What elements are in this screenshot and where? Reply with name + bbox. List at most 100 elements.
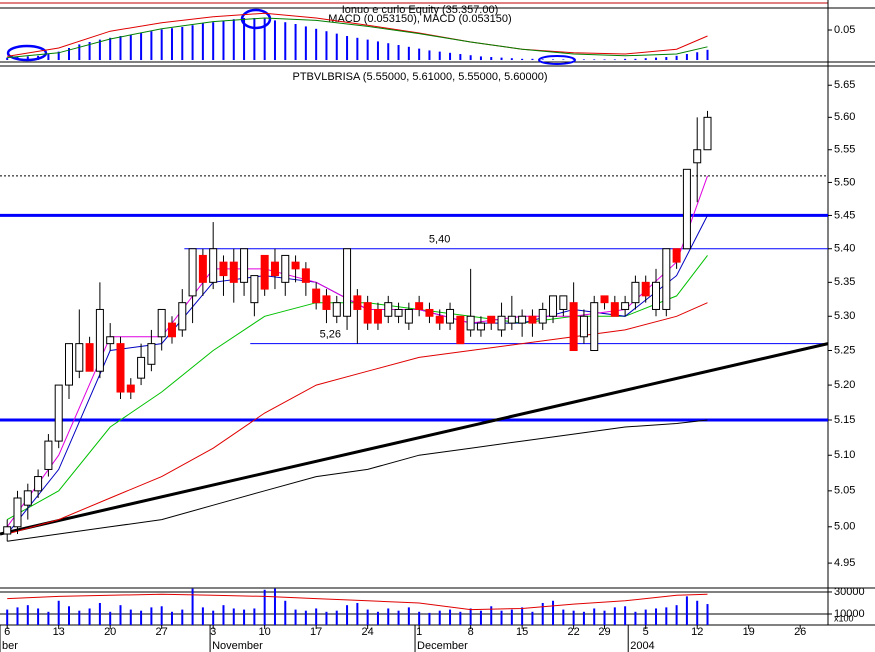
volume-bar — [562, 609, 565, 625]
volume-bar — [191, 588, 194, 625]
histogram-bar — [428, 50, 431, 61]
histogram-bar — [232, 19, 235, 61]
volume-bar — [346, 605, 349, 625]
volume-bar — [665, 607, 668, 625]
histogram-bar — [685, 54, 688, 61]
volume-bar — [655, 608, 658, 625]
candle-body — [528, 315, 537, 324]
volume-bar — [706, 604, 709, 625]
volume-bar — [582, 611, 585, 625]
histogram-bar — [531, 58, 534, 61]
histogram-bar — [696, 52, 699, 61]
histogram-bar — [582, 59, 585, 61]
candle-body — [631, 281, 640, 304]
y-tick-label: 5.10 — [834, 449, 855, 461]
x-tick-label: 29 — [598, 626, 610, 638]
y-tick-label: 5.65 — [834, 79, 855, 91]
x-tick-label: 26 — [794, 626, 806, 638]
candle-body — [188, 248, 197, 297]
candle-body — [23, 490, 32, 506]
volume-bar — [232, 608, 235, 625]
histogram-bar — [191, 25, 194, 61]
candle-body — [415, 302, 424, 310]
volume-bar — [624, 606, 627, 625]
candle-body — [538, 308, 547, 324]
histogram-bar — [510, 58, 513, 61]
x-tick-label: 22 — [568, 626, 580, 638]
histogram-bar — [315, 28, 318, 61]
candle-body — [600, 295, 609, 304]
volume-bar — [675, 605, 678, 625]
histogram-bar — [273, 20, 276, 61]
histogram-bar — [253, 18, 256, 61]
indicator-line — [7, 12, 708, 57]
volume-bar — [68, 606, 70, 625]
candle-body — [590, 302, 599, 352]
candle-body — [579, 315, 588, 338]
histogram-bar — [624, 58, 627, 61]
annotation-ellipse — [240, 8, 272, 30]
y-tick-label: 5.45 — [834, 209, 855, 221]
histogram-bar — [562, 59, 565, 61]
price-title: PTBVLBRISA (5.55000, 5.61000, 5.55000, 5… — [292, 71, 547, 83]
histogram-bar — [160, 29, 163, 61]
volume-bar — [201, 607, 204, 625]
volume-bar — [603, 610, 606, 625]
histogram-bar — [469, 55, 472, 61]
volume-bar — [459, 611, 462, 625]
x-tick-label: 3 — [210, 626, 216, 638]
trendline — [0, 342, 829, 536]
volume-bar — [356, 602, 359, 625]
histogram-bar — [603, 59, 606, 61]
x-tick-label: 27 — [156, 626, 168, 638]
histogram-bar — [675, 55, 678, 61]
histogram-bar — [140, 33, 143, 61]
histogram-bar — [150, 31, 153, 61]
volume-bar — [150, 607, 153, 625]
histogram-bar — [109, 37, 112, 61]
candle-body — [641, 281, 650, 297]
histogram-bar — [397, 45, 400, 61]
indicator-line — [7, 302, 708, 535]
x-tick-label: 10 — [259, 626, 271, 638]
candle-body — [569, 302, 578, 352]
histogram-bar — [407, 46, 410, 61]
candle-body — [466, 315, 475, 331]
volume-bar — [57, 600, 60, 625]
y-tick-label: 30000 — [834, 586, 865, 598]
volume-bar — [541, 602, 544, 625]
candle-body — [425, 308, 434, 317]
histogram-bar — [613, 59, 616, 61]
candle-body — [178, 302, 187, 331]
volume-bar — [376, 611, 379, 625]
volume-bar — [6, 609, 9, 625]
x-tick-label: 15 — [516, 626, 528, 638]
volume-bar — [521, 607, 524, 625]
candle-body — [219, 261, 228, 277]
x-tick-label: 20 — [104, 626, 116, 638]
volume-bar — [109, 611, 112, 625]
candle-body — [85, 343, 94, 372]
candle-body — [456, 315, 465, 345]
histogram-bar — [201, 23, 204, 61]
histogram-bar — [304, 26, 307, 61]
volume-bar — [593, 608, 596, 625]
histogram-bar — [26, 56, 29, 61]
volume-bar — [16, 607, 19, 625]
histogram-bar — [325, 31, 328, 61]
histogram-bar — [655, 57, 658, 61]
month-label: November — [212, 640, 263, 652]
volume-bar — [212, 610, 215, 625]
candle-body — [373, 308, 382, 324]
histogram-bar — [284, 22, 287, 61]
histogram-bar — [335, 33, 338, 61]
candle-body — [3, 526, 12, 535]
candle-body — [353, 295, 362, 310]
histogram-bar — [634, 58, 637, 61]
candle-body — [549, 295, 558, 317]
candle-body — [322, 295, 331, 310]
histogram-bar — [706, 49, 709, 61]
volume-bar — [479, 610, 482, 625]
histogram-bar — [521, 58, 524, 61]
x-tick-label: 8 — [468, 626, 474, 638]
